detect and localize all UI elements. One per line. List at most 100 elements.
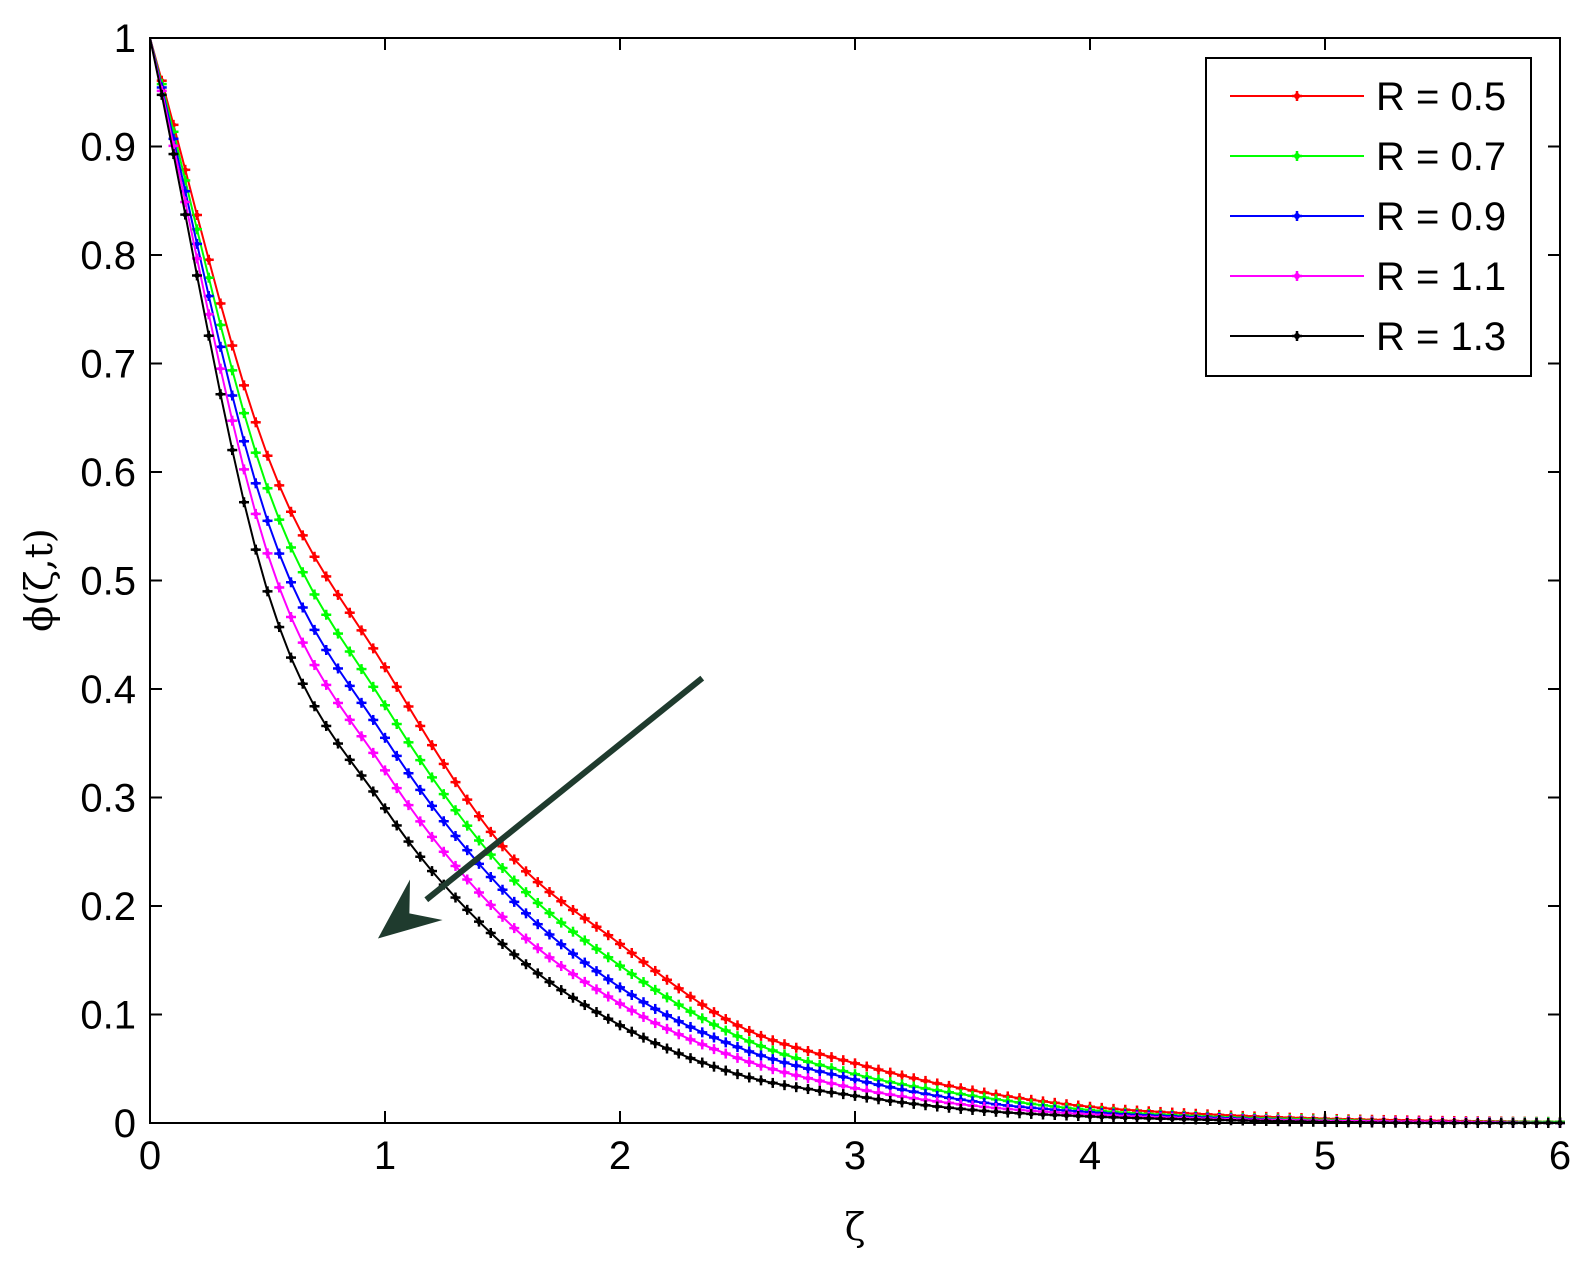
series-4-marker — [227, 415, 238, 426]
series-2-marker — [286, 542, 296, 553]
series-3-marker — [662, 1010, 672, 1021]
legend-label: R = 1.3 — [1376, 315, 1506, 359]
series-3-marker — [767, 1054, 778, 1065]
series-5-marker — [556, 985, 567, 996]
series-4-marker — [697, 1039, 708, 1050]
series-1-marker — [873, 1064, 884, 1075]
series-2-marker — [274, 514, 285, 525]
series-1-marker — [861, 1061, 872, 1072]
series-1-marker — [673, 983, 684, 994]
series-3-marker — [638, 997, 649, 1008]
series-3-marker — [897, 1084, 907, 1095]
series-5-marker — [1132, 1113, 1142, 1124]
x-tick-label: 4 — [1079, 1134, 1101, 1178]
series-1-marker — [814, 1049, 825, 1060]
series-5-marker — [955, 1103, 966, 1114]
series-3-marker — [368, 714, 379, 725]
series-2-marker — [626, 968, 637, 979]
series-4-marker — [814, 1075, 825, 1086]
legend-item: R = 1.3 — [1230, 315, 1506, 359]
series-3-marker — [309, 624, 320, 635]
series-5-marker — [227, 445, 238, 456]
series-3-marker — [521, 908, 531, 919]
series-4-marker — [333, 697, 343, 708]
series-1-marker — [885, 1067, 896, 1078]
y-tick-label: 0.6 — [80, 451, 136, 495]
series-5-marker — [462, 904, 473, 915]
series-3-marker — [438, 816, 449, 827]
series-4-marker — [309, 660, 320, 671]
series-3-marker — [356, 697, 367, 708]
series-5-marker — [391, 820, 402, 831]
series-4-marker — [579, 976, 590, 987]
series-4-marker — [709, 1044, 719, 1055]
series-3-marker — [415, 784, 426, 795]
y-tick-label: 0.3 — [80, 777, 136, 821]
series-5-marker — [1049, 1110, 1060, 1121]
series-5-marker — [568, 992, 578, 1003]
series-1-marker — [556, 896, 567, 907]
legend-marker — [1294, 213, 1300, 219]
series-1-marker — [544, 887, 555, 898]
y-tick-label: 0.9 — [80, 126, 136, 170]
series-2-marker — [462, 820, 473, 831]
series-4-marker — [286, 611, 296, 622]
series-2-marker — [450, 805, 461, 816]
series-5-marker — [885, 1095, 896, 1106]
series-3-marker — [756, 1050, 766, 1061]
series-3-marker — [603, 974, 614, 985]
series-4-marker — [720, 1048, 731, 1059]
series-2-marker — [203, 272, 214, 283]
legend-marker — [1294, 333, 1300, 339]
series-5-marker — [1002, 1107, 1013, 1118]
series-1-marker — [803, 1045, 813, 1056]
series-5-marker — [180, 209, 191, 220]
series-5-marker — [321, 720, 332, 731]
series-5-marker — [403, 836, 414, 847]
series-3-marker — [391, 750, 402, 761]
series-1-marker — [333, 589, 343, 600]
legend-label: R = 1.1 — [1376, 255, 1506, 299]
series-5-marker — [1038, 1109, 1048, 1120]
series-1-marker — [321, 571, 332, 582]
series-3-marker — [532, 919, 543, 930]
legend-item: R = 0.9 — [1230, 195, 1506, 239]
series-4-marker — [462, 874, 473, 885]
series-3-marker — [450, 830, 461, 841]
series-5-marker — [591, 1007, 602, 1018]
series-3-marker — [650, 1003, 661, 1014]
series-1-marker — [227, 340, 238, 351]
series-5-marker — [697, 1057, 708, 1068]
series-4-marker — [415, 816, 426, 827]
series-3-marker — [779, 1057, 790, 1068]
series-2-marker — [720, 1025, 731, 1036]
series-5-marker — [286, 652, 296, 663]
series-2-marker — [756, 1041, 766, 1052]
series-2-marker — [227, 365, 238, 376]
y-tick-label: 1 — [114, 17, 136, 61]
y-tick-label: 0 — [114, 1102, 136, 1146]
series-1-marker — [638, 956, 649, 967]
series-1-marker — [438, 758, 449, 769]
series-5-marker — [873, 1094, 884, 1105]
series-5-marker — [192, 270, 202, 281]
y-tick-label: 0.1 — [80, 994, 136, 1038]
series-2-marker — [215, 319, 226, 330]
series-4-marker — [485, 899, 496, 910]
y-tick-label: 0.7 — [80, 343, 136, 387]
series-3-marker — [685, 1021, 696, 1032]
series-1-marker — [720, 1014, 731, 1025]
series-4-marker — [474, 887, 484, 898]
series-3-marker — [274, 548, 285, 559]
series-4-marker — [215, 363, 226, 374]
series-2-marker — [579, 935, 590, 946]
series-5-marker — [662, 1043, 672, 1054]
series-4-marker — [438, 846, 449, 857]
series-4-marker — [391, 783, 402, 794]
series-1-marker — [650, 965, 661, 976]
trend-arrow-head — [377, 879, 443, 939]
series-2-marker — [591, 943, 602, 954]
series-3-marker — [720, 1037, 731, 1048]
series-2-marker — [662, 992, 672, 1003]
series-1-marker — [356, 625, 367, 636]
